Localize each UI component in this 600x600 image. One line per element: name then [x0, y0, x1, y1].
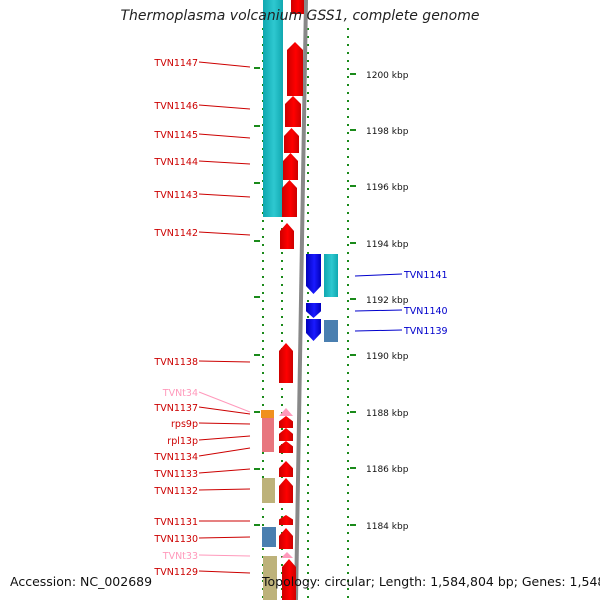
scale-label: 1196 kbp [366, 183, 409, 193]
forward-gene-arrow [279, 428, 293, 441]
gene-label-leader [198, 570, 251, 574]
forward-gene-arrow [291, 0, 304, 14]
gene-label-leader [198, 360, 251, 363]
cog-block [263, 556, 277, 600]
gene-label-leader [198, 554, 251, 557]
forward-gene-arrow [279, 416, 293, 428]
trna-marker [281, 552, 293, 558]
gene-label-leader [198, 435, 251, 441]
gene-label-tvn1130: TVN1130 [153, 534, 198, 545]
reverse-gene-arrow [306, 319, 321, 341]
gene-label-leader [198, 133, 251, 139]
cog-block [261, 410, 274, 418]
forward-gene-arrow [287, 42, 303, 96]
scale-label: 1186 kbp [366, 465, 409, 475]
gene-label-leader [198, 391, 251, 413]
forward-gene-arrow [279, 478, 293, 503]
gene-label-tvn1133: TVN1133 [153, 469, 198, 480]
gene-label-leader [354, 273, 403, 277]
cog-block [324, 320, 338, 342]
reverse-gene-arrow [306, 303, 321, 318]
gene-label-leader [198, 422, 251, 425]
scale-label: 1190 kbp [366, 352, 409, 362]
reverse-gene-arrow [306, 254, 321, 294]
gene-label-leader [198, 231, 251, 236]
gene-label-leader [198, 536, 251, 539]
gene-label-tvn1129: TVN1129 [153, 567, 198, 578]
cog-block [324, 254, 338, 297]
scale-label: 1192 kbp [366, 296, 409, 306]
forward-gene-arrow [282, 559, 296, 600]
gene-label-leader [198, 447, 251, 457]
cog-block [262, 478, 275, 503]
forward-gene-arrow [280, 223, 294, 249]
cog-block [263, 0, 283, 217]
gene-label-tvn1131: TVN1131 [153, 517, 198, 528]
scale-label: 1194 kbp [366, 240, 409, 250]
forward-gene-arrow [279, 343, 293, 383]
scale-label: 1198 kbp [366, 127, 409, 137]
scale-label: 1184 kbp [366, 522, 409, 532]
gene-label-tvn1147: TVN1147 [153, 58, 198, 69]
gene-label-tvn1146: TVN1146 [153, 101, 198, 112]
forward-gene-arrow [285, 96, 301, 127]
gene-label-rps9p: rps9p [171, 419, 198, 430]
gene-label-tvn1138: TVN1138 [153, 357, 198, 368]
gene-label-leader [198, 488, 251, 491]
forward-gene-arrow [284, 128, 299, 153]
gene-label-leader [198, 61, 251, 68]
gene-label-leader [198, 193, 251, 198]
gene-label-tvn1145: TVN1145 [153, 130, 198, 141]
cog-block [262, 527, 276, 547]
gene-label-tvn1137: TVN1137 [153, 403, 198, 414]
cog-block [262, 418, 274, 452]
forward-gene-arrow [282, 180, 297, 217]
gene-label-tvn1140: TVN1140 [403, 306, 448, 317]
accession-label: Accession: NC_002689 [10, 574, 153, 589]
forward-gene-arrow [283, 153, 298, 180]
gene-label-tvn1139: TVN1139 [403, 326, 448, 337]
forward-gene-arrow [279, 515, 293, 525]
gene-label-rpl13p: rpl13p [167, 436, 198, 447]
gene-label-leader [198, 468, 251, 474]
gene-label-tvn1142: TVN1142 [153, 228, 198, 239]
gene-label-leader [354, 329, 403, 332]
gene-label-tvn1132: TVN1132 [153, 486, 198, 497]
forward-gene-arrow [279, 461, 293, 477]
gene-label-tvn1143: TVN1143 [153, 190, 198, 201]
gene-label-tvn1141: TVN1141 [403, 270, 448, 281]
gene-label-tvn1134: TVN1134 [153, 452, 198, 463]
scale-label: 1188 kbp [366, 409, 409, 419]
forward-gene-arrow [279, 441, 293, 453]
gene-label-tvnt33: TVNt33 [162, 551, 198, 562]
gene-label-tvn1144: TVN1144 [153, 157, 198, 168]
page-title: Thermoplasma volcanium GSS1, complete ge… [120, 8, 480, 24]
forward-gene-arrow [279, 528, 293, 549]
genome-backbone [294, 0, 308, 600]
gene-label-tvnt34: TVNt34 [162, 388, 198, 399]
genome-summary: Topology: circular; Length: 1,584,804 bp… [262, 574, 600, 589]
trna-marker [279, 408, 293, 416]
gene-label-leader [198, 406, 251, 415]
scale-label: 1200 kbp [366, 71, 409, 81]
gene-label-leader [198, 104, 251, 110]
gene-label-leader [354, 309, 403, 312]
gene-label-leader [198, 160, 251, 165]
